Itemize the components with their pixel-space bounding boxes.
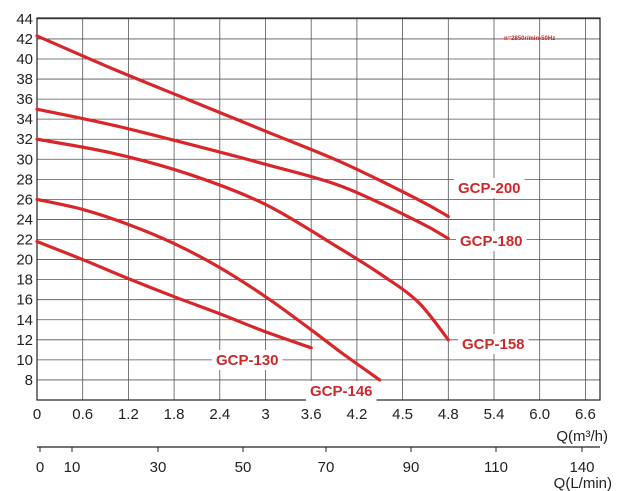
x-tick-label: 3 — [261, 406, 269, 423]
y-tick-label: 16 — [16, 292, 33, 309]
secondary-x-axis-ticks: 0 10 30 50 70 90 110 140 — [36, 446, 600, 476]
y-tick-label: 14 — [16, 312, 33, 329]
x-tick-label: 2.4 — [209, 406, 230, 423]
x-tick-label: 6.0 — [529, 406, 550, 423]
y-tick-label: 40 — [16, 51, 33, 68]
series-line-gcp-158 — [35, 137, 450, 342]
secondary-x-tick-label: 50 — [235, 459, 252, 476]
y-tick-label: 20 — [16, 252, 33, 269]
secondary-x-tick-label: 30 — [150, 459, 167, 476]
x-tick-label: 1.8 — [164, 406, 185, 423]
series-label-gcp-130: GCP-130 — [216, 352, 279, 369]
x-axis-title: Q(m³/h) — [556, 428, 608, 445]
series-labels: GCP-200 GCP-180 GCP-158 GCP-146 GCP-130 — [212, 178, 529, 401]
x-tick-label: 4.5 — [392, 406, 413, 423]
series-label-bg — [456, 231, 527, 251]
series-label-gcp-158: GCP-158 — [462, 336, 525, 353]
series-line-gcp-130 — [35, 239, 313, 350]
y-tick-label: 42 — [16, 31, 33, 48]
speed-annotation: n=2850r/min-50Hz — [504, 36, 555, 42]
y-tick-label: 34 — [16, 111, 33, 128]
x-tick-label: 1.2 — [118, 406, 139, 423]
x-tick-label: 3.6 — [301, 406, 322, 423]
secondary-x-tick-label: 140 — [569, 459, 594, 476]
x-tick-label: 0 — [33, 406, 41, 423]
y-tick-label: 32 — [16, 131, 33, 148]
y-tick-label: 26 — [16, 191, 33, 208]
series-label-gcp-200: GCP-200 — [458, 180, 521, 197]
series-label-gcp-146: GCP-146 — [310, 383, 373, 400]
secondary-x-axis-title: Q(L/min) — [554, 475, 612, 491]
series-line-gcp-180 — [35, 107, 450, 241]
x-tick-label: 4.2 — [346, 406, 367, 423]
x-tick-label: 4.8 — [438, 406, 459, 423]
series-line-gcp-200 — [35, 34, 450, 219]
y-tick-label: 44 — [16, 11, 33, 28]
secondary-x-tick-label: 110 — [484, 459, 508, 476]
y-tick-label: 24 — [16, 211, 33, 228]
x-tick-label: 0.6 — [72, 406, 93, 423]
y-tick-label: 30 — [16, 151, 33, 168]
y-tick-label: 28 — [16, 171, 33, 188]
series-lines — [35, 34, 450, 382]
secondary-x-tick-label: 0 — [36, 459, 44, 476]
series-label-bg — [212, 350, 283, 370]
x-axis-ticks: 00.61.21.82.433.64.24.54.85.46.06.68.4 — [33, 406, 596, 423]
y-tick-label: 10 — [16, 352, 33, 369]
y-tick-label: 12 — [16, 332, 33, 349]
secondary-x-tick-label: 70 — [318, 459, 335, 476]
y-tick-label: 22 — [16, 232, 33, 249]
y-tick-label: 18 — [16, 272, 33, 289]
y-tick-label: 38 — [16, 71, 33, 88]
series-label-gcp-180: GCP-180 — [460, 233, 523, 250]
series-label-bg — [306, 381, 377, 401]
secondary-x-tick-label: 10 — [64, 459, 81, 476]
x-tick-label: 5.4 — [484, 406, 505, 423]
y-tick-label: 36 — [16, 91, 33, 108]
series-line-gcp-146 — [35, 197, 382, 382]
y-axis-ticks: 8 10 12 14 16 18 20 22 24 26 28 30 32 34 36 38 40 42 44 — [16, 11, 33, 389]
secondary-x-tick-label: 90 — [403, 459, 420, 476]
x-tick-label: 6.6 — [575, 406, 596, 423]
series-label-bg — [458, 334, 529, 354]
y-tick-label: 8 — [25, 372, 33, 389]
series-label-bg — [454, 178, 525, 198]
